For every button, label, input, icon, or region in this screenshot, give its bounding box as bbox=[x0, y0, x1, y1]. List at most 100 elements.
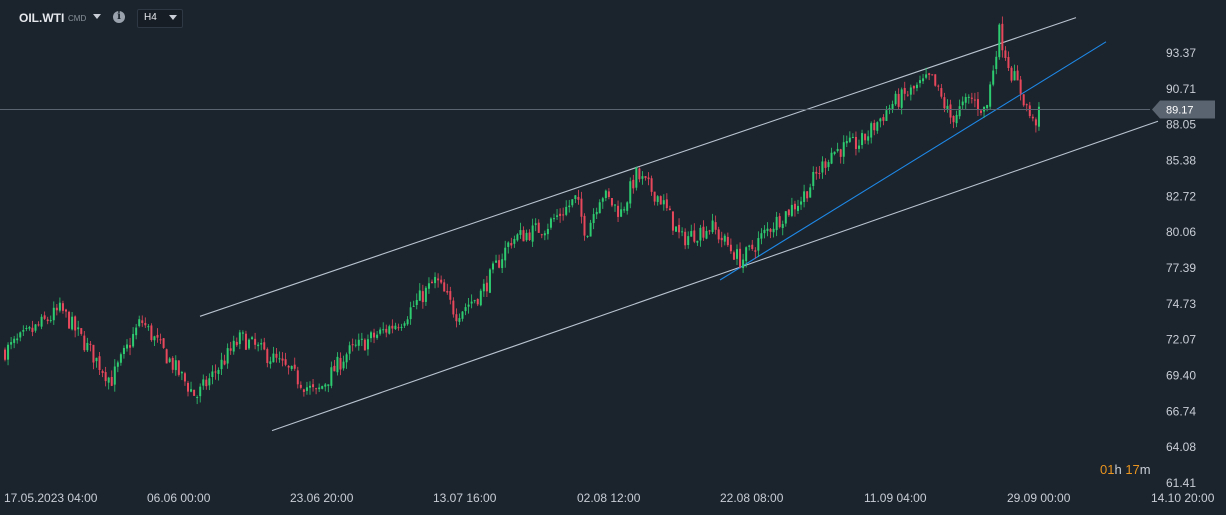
candle bbox=[647, 172, 650, 186]
candle-body bbox=[223, 360, 226, 365]
candle-body bbox=[800, 201, 803, 205]
candle bbox=[909, 84, 912, 101]
candle bbox=[485, 275, 488, 298]
y-tick-label: 66.74 bbox=[1166, 404, 1196, 418]
candle bbox=[729, 238, 732, 254]
candle bbox=[22, 325, 25, 336]
candle bbox=[885, 105, 888, 121]
candle-body bbox=[190, 389, 193, 392]
candle-body bbox=[345, 354, 348, 363]
candle bbox=[31, 320, 34, 337]
candle-body bbox=[556, 215, 559, 217]
candle-body bbox=[876, 122, 879, 131]
candle bbox=[49, 315, 52, 323]
candle-body bbox=[382, 329, 385, 331]
candle-body bbox=[293, 364, 296, 369]
candle-body bbox=[671, 211, 674, 231]
candle-body bbox=[95, 357, 98, 362]
candle bbox=[516, 233, 519, 242]
candle bbox=[534, 218, 537, 232]
y-tick-label: 74.73 bbox=[1166, 297, 1196, 311]
candle bbox=[665, 193, 668, 211]
candle-body bbox=[333, 365, 336, 372]
candle bbox=[98, 352, 101, 376]
candle bbox=[427, 277, 430, 294]
candle-body bbox=[278, 358, 281, 360]
candle bbox=[266, 347, 269, 368]
timeframe-dropdown-icon[interactable] bbox=[169, 15, 177, 20]
candle-body bbox=[678, 224, 681, 233]
candle-body bbox=[260, 343, 263, 345]
candle-body bbox=[873, 122, 876, 131]
candle bbox=[440, 275, 443, 285]
candle bbox=[992, 65, 995, 87]
candle bbox=[269, 356, 272, 369]
candle bbox=[531, 218, 534, 247]
price-badge-shape bbox=[1152, 100, 1215, 119]
candle bbox=[309, 381, 311, 395]
candle bbox=[894, 90, 897, 106]
candle bbox=[296, 366, 299, 389]
candle-body bbox=[507, 242, 510, 247]
symbol-name[interactable]: OIL.WTI bbox=[19, 11, 65, 25]
candle bbox=[382, 322, 385, 334]
candle bbox=[351, 338, 354, 352]
candle-body bbox=[1013, 71, 1016, 81]
candle-body bbox=[900, 89, 903, 108]
candle bbox=[626, 201, 629, 215]
candle bbox=[248, 338, 250, 351]
candle-body bbox=[708, 230, 711, 232]
info-icon[interactable]: i bbox=[113, 11, 125, 23]
timer-hours: 01 bbox=[1100, 462, 1115, 477]
candle-body bbox=[946, 105, 949, 110]
candle-body bbox=[543, 233, 546, 236]
candle-body bbox=[287, 365, 290, 368]
candle bbox=[912, 85, 915, 95]
candle-body bbox=[980, 110, 982, 113]
candle-body bbox=[867, 136, 870, 141]
timeframe-select[interactable]: H4 bbox=[137, 9, 183, 28]
y-axis: 93.37 90.71 88.05 85.38 82.72 80.06 77.39 74.73… bbox=[1166, 46, 1196, 490]
candle bbox=[287, 365, 290, 375]
candle-body bbox=[748, 245, 751, 247]
candle bbox=[357, 333, 360, 351]
candle bbox=[190, 381, 193, 393]
candle-body bbox=[409, 307, 412, 320]
candle-body bbox=[217, 369, 220, 374]
candle-body bbox=[754, 250, 757, 252]
candle-body bbox=[1022, 94, 1025, 106]
candle bbox=[723, 233, 726, 246]
candle bbox=[559, 208, 562, 223]
candle bbox=[656, 195, 659, 206]
timer-h: h bbox=[1114, 462, 1122, 477]
x-tick-label: 23.06 20:00 bbox=[290, 491, 354, 505]
candle bbox=[244, 330, 247, 350]
candle-body bbox=[360, 338, 363, 340]
candle bbox=[705, 226, 708, 240]
candle bbox=[708, 229, 711, 235]
candle bbox=[25, 325, 28, 332]
candle-body bbox=[891, 104, 894, 110]
candle bbox=[818, 166, 821, 179]
candle bbox=[830, 147, 833, 165]
candle bbox=[376, 330, 379, 340]
candle bbox=[614, 204, 616, 212]
candle-body bbox=[400, 326, 403, 328]
candle bbox=[803, 184, 806, 208]
candle bbox=[650, 175, 653, 196]
candle-body bbox=[687, 236, 690, 246]
candle-body bbox=[790, 204, 793, 216]
candle bbox=[415, 293, 418, 310]
candle-body bbox=[973, 99, 976, 101]
y-tick-label: 90.71 bbox=[1166, 82, 1196, 96]
candle-body bbox=[739, 248, 742, 268]
candle-body bbox=[501, 259, 504, 269]
candle bbox=[177, 360, 180, 377]
symbol-dropdown-icon[interactable] bbox=[93, 14, 101, 19]
candle bbox=[522, 226, 525, 242]
candle bbox=[925, 67, 928, 80]
candle bbox=[836, 142, 839, 153]
candle bbox=[851, 133, 854, 139]
candle-body bbox=[46, 319, 49, 322]
